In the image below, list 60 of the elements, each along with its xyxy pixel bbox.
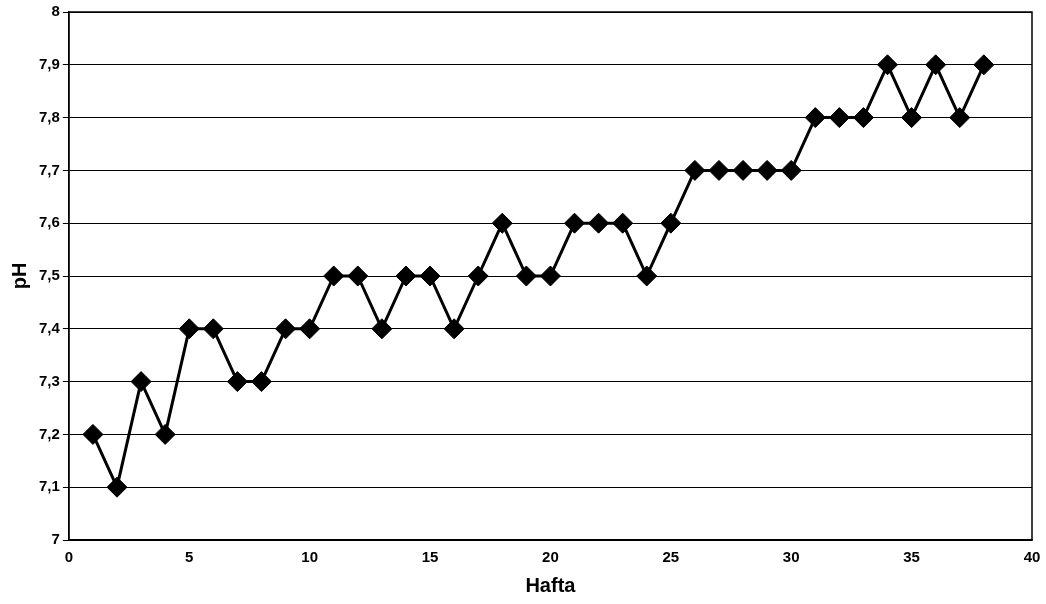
x-tick-label: 35 [903, 548, 920, 566]
y-tick-label: 7,7 [38, 160, 60, 178]
point [515, 265, 537, 287]
x-tick-label: 0 [64, 548, 74, 566]
point [106, 476, 128, 498]
y-tick-label: 7,9 [38, 54, 60, 72]
point [780, 159, 802, 181]
x-tick-label: 20 [542, 548, 559, 566]
point [612, 212, 634, 234]
point [901, 107, 923, 129]
point [491, 212, 513, 234]
y-tick-label: 7,5 [38, 266, 60, 284]
point [250, 371, 272, 393]
x-tick-label: 5 [185, 548, 194, 566]
x-tick-label: 40 [1023, 548, 1041, 566]
point [467, 265, 489, 287]
point [949, 107, 971, 129]
point [877, 54, 899, 76]
point [925, 54, 947, 76]
point [130, 371, 152, 393]
y-axis-title: pH [7, 262, 30, 290]
point [202, 318, 224, 340]
point [419, 265, 441, 287]
point [539, 265, 561, 287]
point [804, 107, 826, 129]
point [154, 423, 176, 445]
point [443, 318, 465, 340]
point [564, 212, 586, 234]
point [395, 265, 417, 287]
x-tick-label: 30 [782, 548, 800, 566]
point [82, 423, 104, 445]
point [708, 159, 730, 181]
y-tick-label: 7,4 [38, 318, 61, 336]
y-tick-label: 7,1 [38, 477, 60, 495]
x-tick-label: 10 [301, 548, 318, 566]
point [828, 107, 850, 129]
point [588, 212, 610, 234]
point [732, 159, 754, 181]
x-tick-label: 25 [662, 548, 680, 566]
point [636, 265, 658, 287]
x-axis-title: Hafta [525, 573, 577, 596]
y-tick-label: 7 [51, 530, 60, 548]
point [756, 159, 778, 181]
point [684, 159, 706, 181]
point [323, 265, 345, 287]
point [660, 212, 682, 234]
y-tick-label: 7,6 [38, 213, 60, 231]
point [852, 107, 874, 129]
point [973, 54, 995, 76]
y-tick-label: 7,2 [38, 424, 60, 442]
y-tick-label: 7,3 [38, 371, 60, 389]
point [347, 265, 369, 287]
point [299, 318, 321, 340]
point [226, 371, 248, 393]
y-tick-label: 7,8 [38, 107, 60, 125]
y-tick-label: 8 [51, 2, 60, 20]
point [371, 318, 393, 340]
point [178, 318, 200, 340]
x-tick-label: 15 [421, 548, 439, 566]
point [275, 318, 297, 340]
